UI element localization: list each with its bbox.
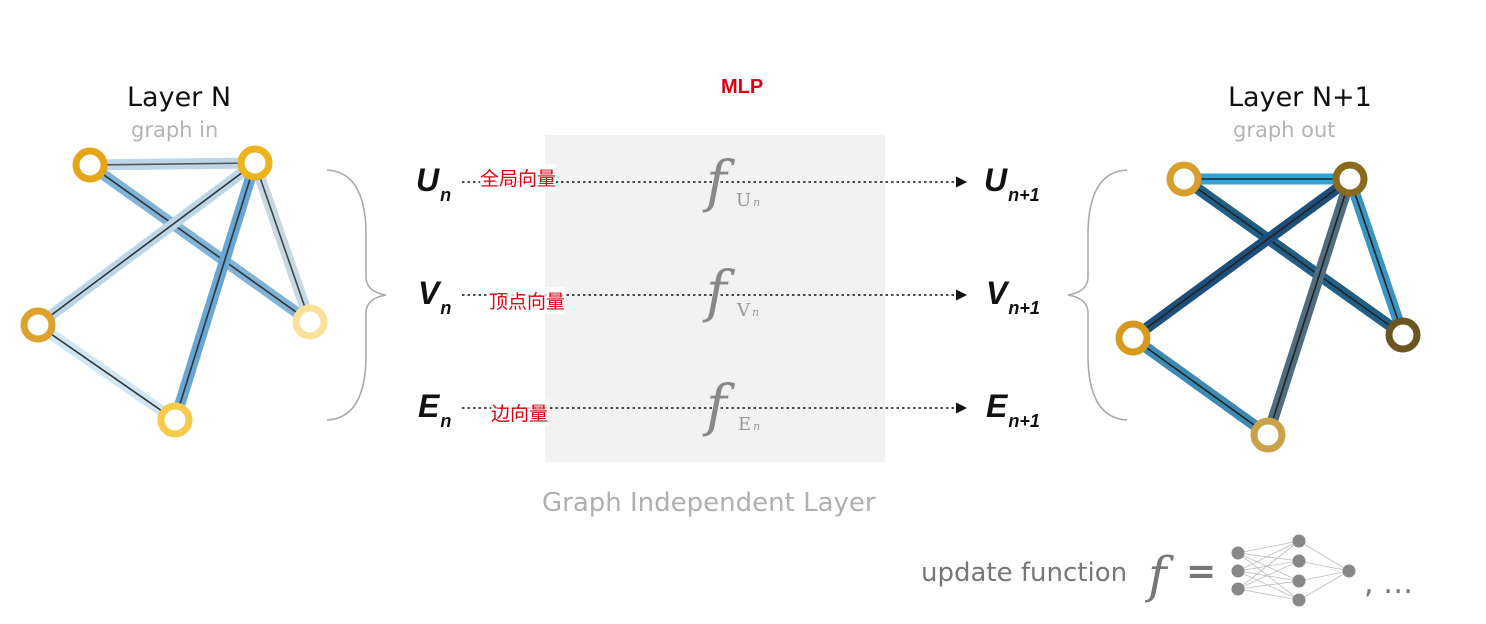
node xyxy=(1385,317,1421,353)
function-v: f xyxy=(706,260,727,325)
nn-connection xyxy=(1237,580,1300,590)
node xyxy=(1250,417,1286,453)
left-brace xyxy=(326,169,387,421)
graph-independent-layer-label: Graph Independent Layer xyxy=(542,488,876,518)
right-graph-edges xyxy=(1129,173,1409,440)
nn-connection xyxy=(1298,540,1350,572)
nn-connection xyxy=(1237,540,1300,554)
annotation-edge-vector: 边向量 xyxy=(491,399,549,426)
left-graph-edges xyxy=(34,157,316,425)
node xyxy=(72,147,108,183)
node xyxy=(1166,161,1202,197)
left-graph-nodes xyxy=(20,145,328,438)
mlp-label: MLP xyxy=(721,76,764,98)
node xyxy=(1115,320,1151,356)
node xyxy=(1332,161,1368,197)
legend-f-symbol: f xyxy=(1148,546,1167,604)
update-function-label: update function xyxy=(921,558,1128,588)
edge xyxy=(37,162,256,326)
input-v-label: Vn xyxy=(418,275,452,318)
legend-trailing: , … xyxy=(1364,566,1414,601)
edge xyxy=(1183,178,1404,336)
nn-connection xyxy=(1237,570,1300,582)
edge xyxy=(89,164,311,323)
annotation-global-vector: 全局向量 xyxy=(480,164,557,191)
neural-network-nodes xyxy=(1231,534,1356,607)
nn-connection xyxy=(1298,570,1350,601)
legend-equals: = xyxy=(1186,551,1217,592)
nn-connection xyxy=(1237,560,1300,590)
node xyxy=(237,145,273,181)
nn-connection xyxy=(1237,570,1300,601)
right-graph-title: Layer N+1 xyxy=(1228,82,1372,113)
nn-connection xyxy=(1298,570,1350,582)
nn-connection xyxy=(1237,552,1300,562)
edge xyxy=(1267,178,1351,436)
edge xyxy=(89,162,256,166)
nn-connection xyxy=(1237,540,1300,590)
edge xyxy=(37,324,176,421)
annotation-vertex-vector: 顶点向量 xyxy=(489,287,566,314)
edge xyxy=(1132,178,1351,339)
node xyxy=(20,307,56,343)
nn-connection xyxy=(1237,540,1300,572)
output-v-label: Vn+1 xyxy=(986,275,1040,318)
neural-network-icon xyxy=(1237,540,1350,601)
input-u-label: Un xyxy=(416,162,452,205)
edge xyxy=(174,162,256,421)
edge xyxy=(1349,178,1404,336)
right-graph-nodes xyxy=(1115,161,1421,453)
input-e-label: En xyxy=(418,388,452,431)
right-graph-subtitle: graph out xyxy=(1233,118,1336,142)
nn-connection xyxy=(1237,560,1300,572)
node xyxy=(157,402,193,438)
function-e: f xyxy=(706,374,727,439)
nn-connection xyxy=(1298,560,1350,572)
output-e-label: En+1 xyxy=(986,388,1040,431)
edge xyxy=(1132,337,1269,436)
nn-connection xyxy=(1237,552,1300,601)
nn-connection xyxy=(1237,588,1300,601)
left-graph-title: Layer N xyxy=(127,82,232,113)
function-u: f xyxy=(706,150,727,215)
left-graph-subtitle: graph in xyxy=(131,118,219,142)
output-u-label: Un+1 xyxy=(984,162,1040,205)
node xyxy=(292,304,328,340)
nn-connection xyxy=(1237,552,1300,582)
edge xyxy=(254,162,311,323)
right-brace xyxy=(1067,169,1128,421)
